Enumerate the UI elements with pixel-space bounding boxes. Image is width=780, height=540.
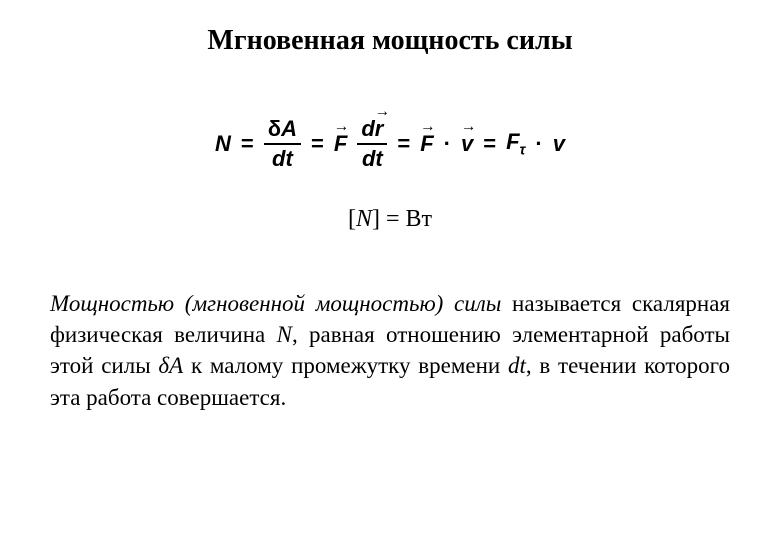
work-A: A bbox=[281, 116, 297, 141]
unit-expression: [N] = Вт bbox=[50, 206, 730, 233]
velocity-scalar: v bbox=[553, 131, 565, 157]
delta-symbol: δ bbox=[268, 116, 281, 141]
velocity-vector: v bbox=[461, 131, 473, 157]
fraction-dA-dt: δA dt bbox=[264, 117, 301, 171]
left-bracket: [ bbox=[348, 206, 356, 232]
eq-sign: = bbox=[483, 131, 496, 157]
tau-subscript: τ bbox=[520, 143, 526, 159]
definition-text-3: к малому промежутку времени bbox=[183, 353, 508, 378]
d-symbol: d bbox=[361, 116, 374, 141]
main-formula: N = δA dt = F dr dt = F · v = Fτ bbox=[50, 117, 730, 171]
dt-denom: dt bbox=[268, 145, 297, 171]
page-title: Мгновенная мощность силы bbox=[50, 25, 730, 57]
eq-sign: = bbox=[311, 131, 324, 157]
var-N: N bbox=[277, 322, 292, 347]
formula-lhs: N bbox=[215, 131, 231, 157]
A-inline: A bbox=[169, 353, 183, 378]
delta-inline: δ bbox=[158, 353, 169, 378]
force-vector-2: F bbox=[420, 131, 433, 157]
force-F: F bbox=[506, 129, 519, 154]
dot-operator: · bbox=[444, 131, 451, 157]
eq-sign: = bbox=[386, 206, 400, 232]
definition-paragraph: Мощностью (мгновенной мощностью) силы на… bbox=[50, 288, 730, 412]
definition-term: Мощностью (мгновенной мощностью) силы bbox=[50, 291, 501, 316]
force-tau: Fτ bbox=[506, 129, 525, 158]
document-page: Мгновенная мощность силы N = δA dt = F d… bbox=[0, 0, 780, 540]
dt-inline: dt bbox=[508, 353, 526, 378]
unit-var: N bbox=[356, 206, 372, 232]
dot-operator: · bbox=[535, 131, 542, 157]
eq-sign: = bbox=[397, 131, 410, 157]
right-bracket: ] bbox=[372, 206, 380, 232]
unit-value: Вт bbox=[406, 206, 433, 232]
r-vector: r bbox=[375, 117, 384, 141]
dt-denom-2: dt bbox=[358, 145, 387, 171]
fraction-dr-dt: dr dt bbox=[357, 117, 387, 171]
eq-sign: = bbox=[241, 131, 254, 157]
force-vector: F bbox=[334, 131, 347, 157]
